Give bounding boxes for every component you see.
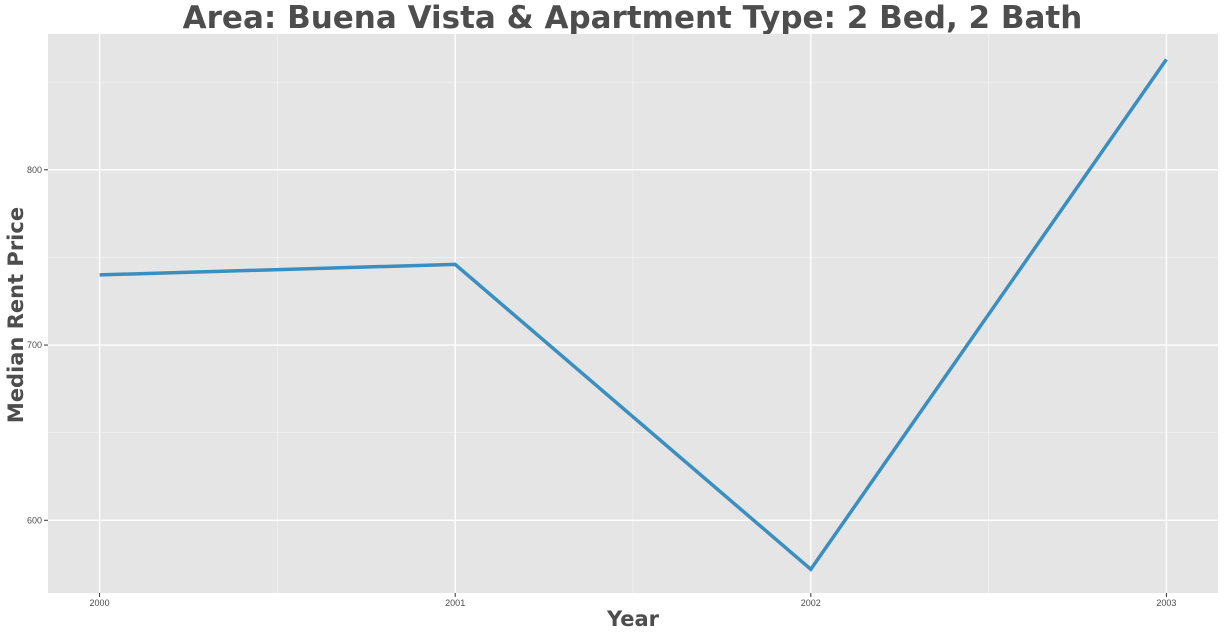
chart-title: Area: Buena Vista & Apartment Type: 2 Be…: [182, 0, 1083, 36]
series-line-0: [99, 58, 1168, 572]
y-axis-ticks: 600 700 800: [27, 165, 48, 525]
y-tick-label: 600: [27, 515, 42, 525]
x-tick-label: 2001: [445, 598, 465, 608]
major-gridlines: [48, 34, 1218, 593]
y-tick-label: 700: [27, 340, 42, 350]
y-tick-label: 800: [27, 165, 42, 175]
series-layer: [99, 58, 1168, 572]
x-axis-ticks: 2000 2001 2002 2003: [90, 593, 1176, 608]
x-tick-label: 2000: [90, 598, 110, 608]
x-tick-label: 2002: [801, 598, 821, 608]
x-tick-label: 2003: [1156, 598, 1176, 608]
y-axis-title: Median Rent Price: [4, 207, 28, 423]
x-axis-title: Year: [606, 607, 660, 631]
